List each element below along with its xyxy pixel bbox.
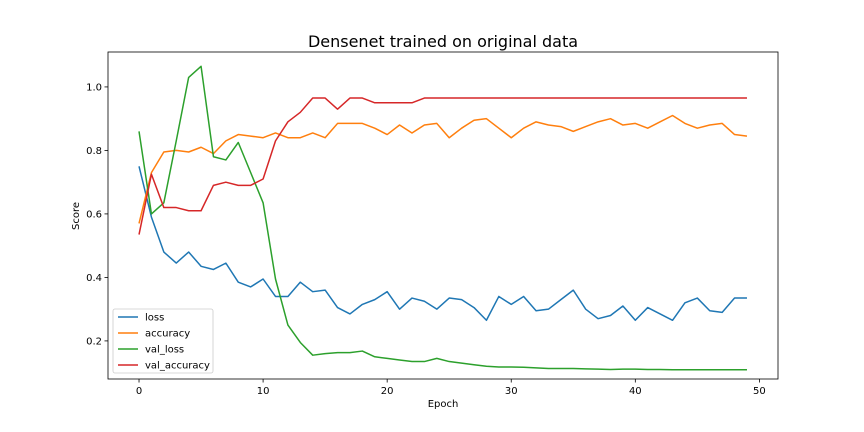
legend: loss accuracy val_loss val_accuracy <box>112 308 214 374</box>
legend-label: accuracy <box>145 329 190 340</box>
y-tick-label: 0.4 <box>86 273 102 284</box>
x-tick-label: 50 <box>753 386 766 397</box>
y-tick-label: 0.2 <box>86 336 102 347</box>
x-axis: 0 10 20 30 40 50 <box>136 379 766 397</box>
legend-label: loss <box>145 313 164 324</box>
x-tick-label: 30 <box>505 386 518 397</box>
x-axis-label: Epoch <box>428 399 459 410</box>
series-line-val-accuracy <box>138 97 747 235</box>
y-tick-label: 1.0 <box>86 82 102 93</box>
plot-frame <box>107 51 779 380</box>
legend-label: val_loss <box>145 345 184 356</box>
plot-area <box>107 51 779 380</box>
series-line-loss <box>138 166 747 322</box>
x-tick-label: 20 <box>381 386 394 397</box>
y-axis: 0.2 0.4 0.6 0.8 1.0 <box>86 82 108 347</box>
series-lines <box>138 65 748 371</box>
series-line-accuracy <box>138 114 748 224</box>
legend-box <box>112 308 214 374</box>
series-line-val-loss <box>138 65 747 371</box>
x-tick-label: 40 <box>629 386 642 397</box>
chart-title: Densenet trained on original data <box>308 32 578 51</box>
y-tick-label: 0.6 <box>86 209 102 220</box>
legend-label: val_accuracy <box>145 361 210 372</box>
y-tick-label: 0.8 <box>86 146 102 157</box>
x-tick-label: 10 <box>257 386 270 397</box>
x-tick-label: 0 <box>136 386 142 397</box>
y-axis-label: Score <box>71 202 82 230</box>
